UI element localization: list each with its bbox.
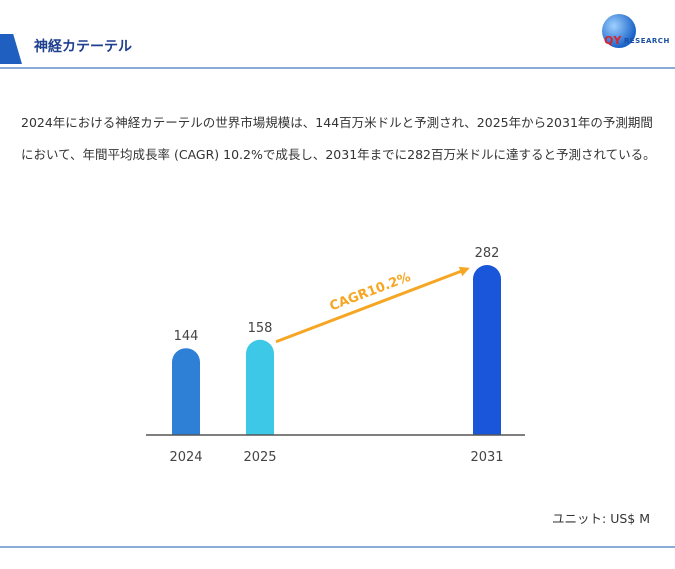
page-title: 神経カテーテル	[34, 39, 132, 55]
unit-label: ユニット: US$ M	[552, 511, 650, 526]
market-description: 2024年における神経カテーテルの世界市場規模は、144百万米ドルと予測され、2…	[21, 115, 656, 162]
category-label-2024: 2024	[169, 450, 202, 465]
footer-divider	[0, 546, 675, 548]
header-divider	[0, 67, 675, 69]
logo-brand-short: QY	[604, 34, 622, 47]
value-label-2031: 282	[475, 246, 500, 261]
category-label-2025: 2025	[243, 450, 276, 465]
bar-2024	[172, 348, 200, 435]
logo-brand-rest: RESEARCH	[624, 37, 670, 45]
cagr-label: CAGR10.2%	[328, 270, 413, 314]
cagr-arrow	[275, 266, 470, 344]
value-label-2025: 158	[248, 321, 273, 336]
logo-globe-icon	[602, 14, 636, 48]
category-label-2031: 2031	[470, 450, 503, 465]
brand-logo: QY RESEARCH	[590, 10, 670, 60]
bar-2031	[473, 265, 501, 435]
value-label-2024: 144	[174, 329, 199, 344]
bar-2025	[246, 339, 275, 435]
